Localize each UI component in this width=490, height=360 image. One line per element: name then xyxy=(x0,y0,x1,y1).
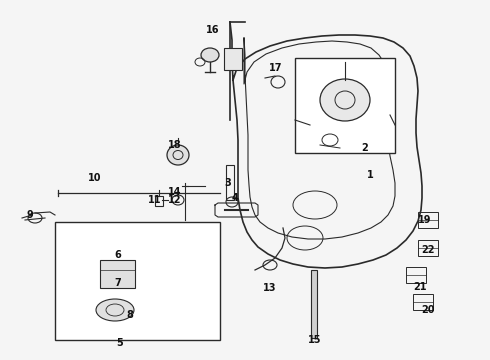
Text: 6: 6 xyxy=(115,250,122,260)
Text: 17: 17 xyxy=(269,63,283,73)
Ellipse shape xyxy=(96,299,134,321)
Bar xyxy=(155,196,163,206)
Bar xyxy=(418,212,438,228)
Text: 22: 22 xyxy=(421,245,435,255)
Text: 15: 15 xyxy=(308,335,322,345)
Text: 5: 5 xyxy=(117,338,123,348)
Text: 19: 19 xyxy=(418,215,432,225)
Bar xyxy=(418,240,438,256)
Bar xyxy=(406,267,426,283)
Ellipse shape xyxy=(320,79,370,121)
Bar xyxy=(295,58,395,153)
Bar xyxy=(226,165,234,200)
Text: 16: 16 xyxy=(206,25,220,35)
Text: 18: 18 xyxy=(168,140,182,150)
Ellipse shape xyxy=(167,145,189,165)
Bar xyxy=(55,222,220,340)
Text: 20: 20 xyxy=(421,305,435,315)
Text: 13: 13 xyxy=(263,283,277,293)
Text: 10: 10 xyxy=(88,173,102,183)
Text: 7: 7 xyxy=(115,278,122,288)
Text: 14: 14 xyxy=(168,187,182,197)
Text: 4: 4 xyxy=(232,193,238,203)
Bar xyxy=(224,48,242,70)
Bar xyxy=(311,270,317,338)
Ellipse shape xyxy=(201,48,219,62)
Bar xyxy=(100,260,135,288)
Text: 1: 1 xyxy=(367,170,373,180)
Text: 8: 8 xyxy=(126,310,133,320)
Bar xyxy=(413,294,433,310)
Text: 9: 9 xyxy=(26,210,33,220)
Text: 12: 12 xyxy=(168,195,182,205)
Text: 3: 3 xyxy=(224,178,231,188)
Text: 2: 2 xyxy=(362,143,368,153)
Text: 21: 21 xyxy=(413,282,427,292)
Text: 11: 11 xyxy=(148,195,162,205)
